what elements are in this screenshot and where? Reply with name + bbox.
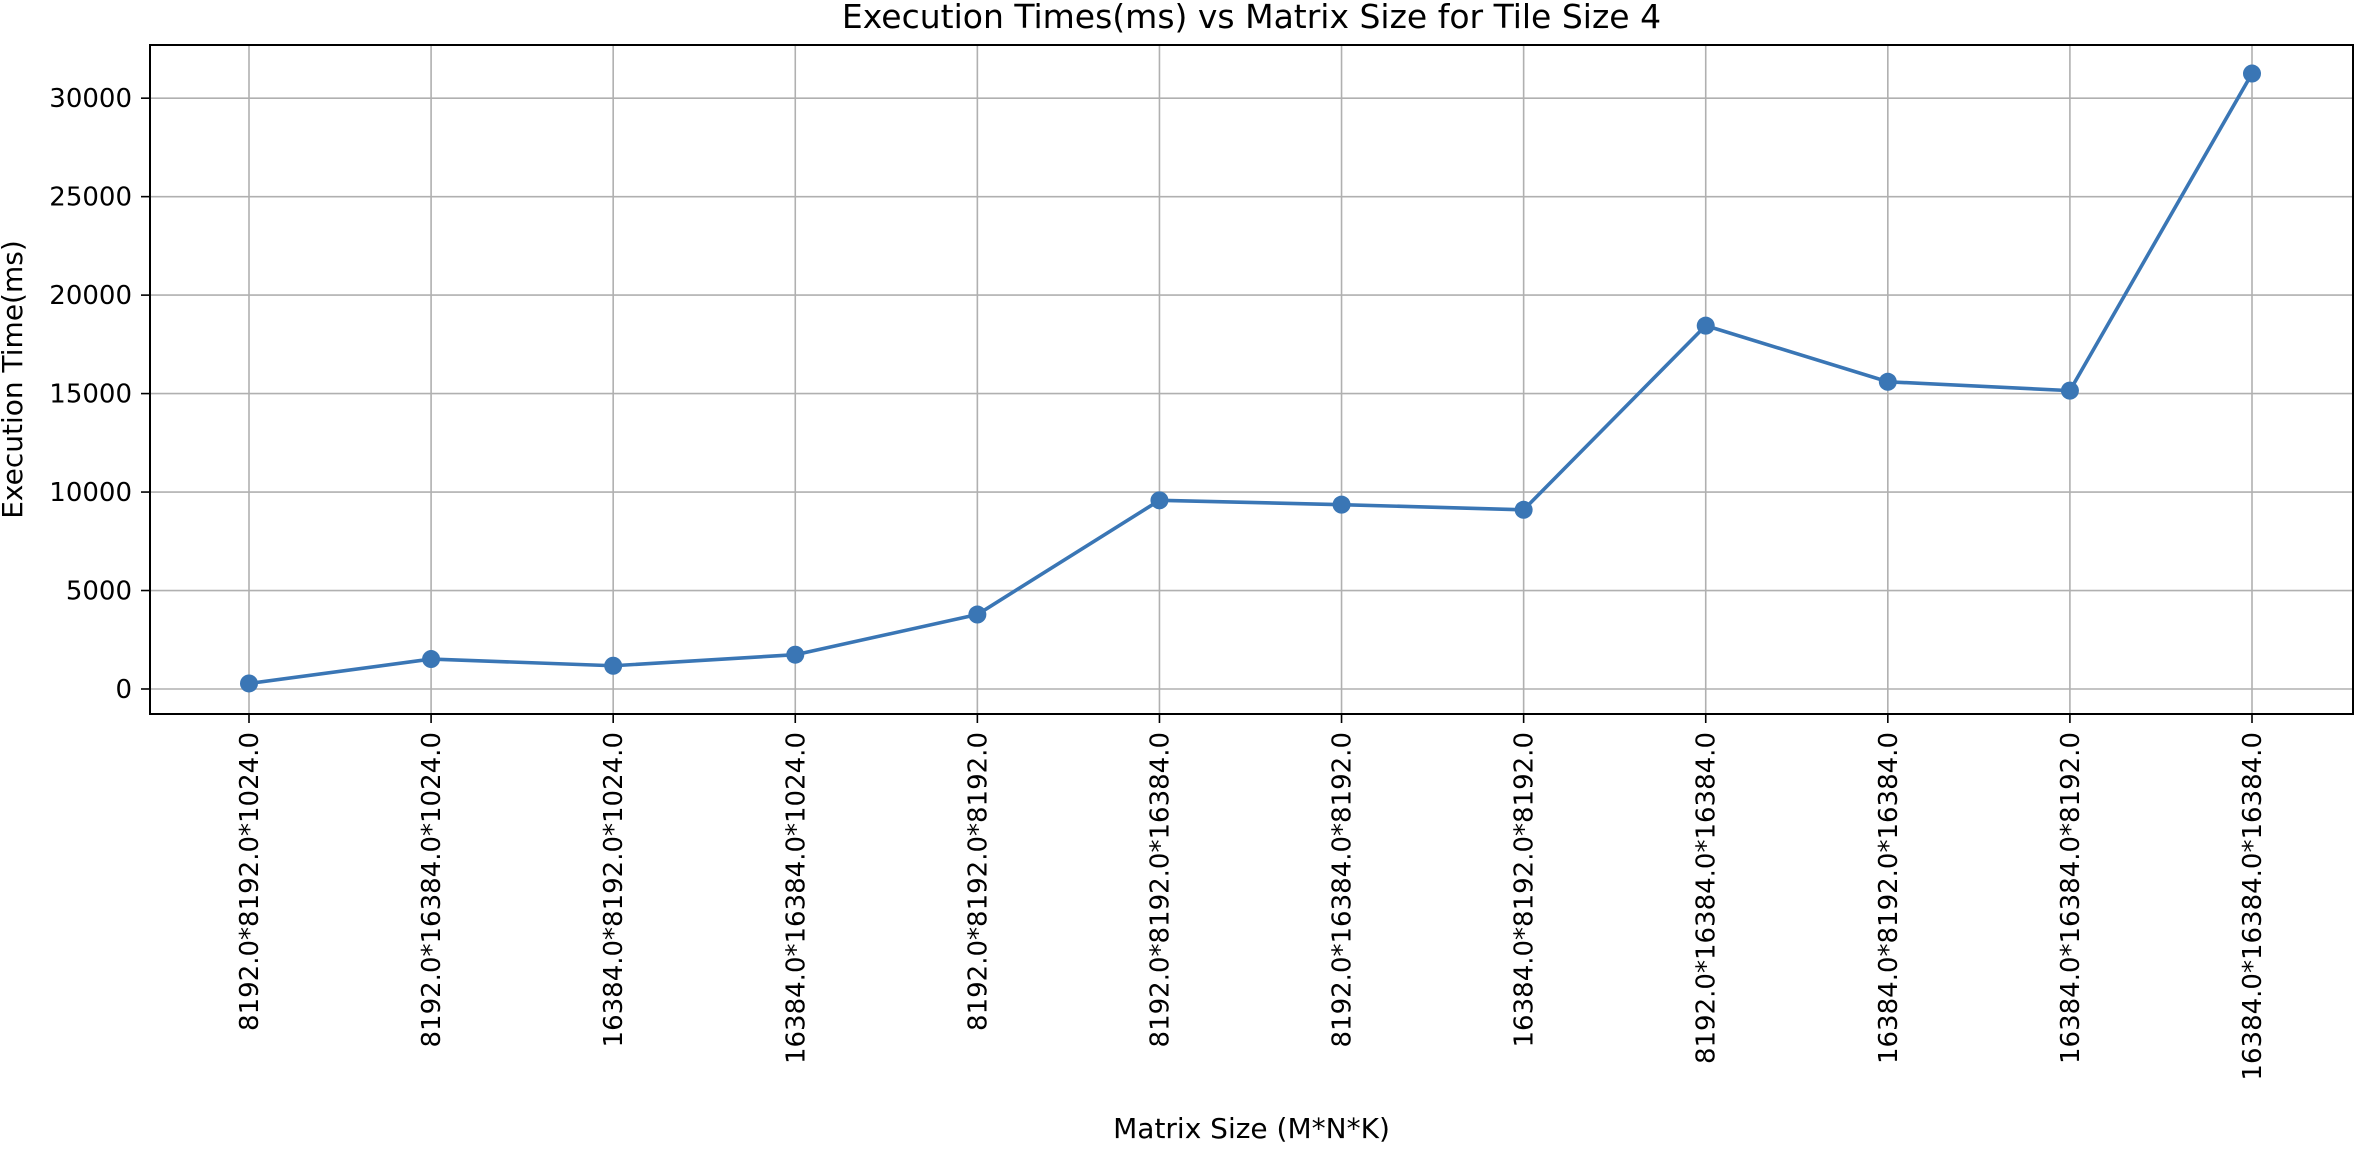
axis-ticks: 8192.0*8192.0*1024.0 8192.0*16384.0*1024.… <box>49 84 2268 1080</box>
x-tick-label: 16384.0*8192.0*8192.0 <box>1510 732 1540 1047</box>
y-tick-label: 15000 <box>49 380 132 410</box>
y-tick-label: 30000 <box>49 84 132 114</box>
x-tick-label: 16384.0*16384.0*1024.0 <box>781 732 811 1064</box>
data-point <box>2060 381 2079 400</box>
data-point <box>968 605 987 624</box>
data-point <box>786 645 805 664</box>
x-tick-label: 8192.0*8192.0*8192.0 <box>963 732 993 1031</box>
data-point <box>1878 372 1897 391</box>
x-axis-label: Matrix Size (M*N*K) <box>1113 1112 1390 1145</box>
x-tick-label: 16384.0*8192.0*16384.0 <box>1874 732 1904 1064</box>
data-point <box>604 656 623 675</box>
x-tick-label: 8192.0*16384.0*1024.0 <box>417 732 447 1047</box>
data-point <box>1514 500 1533 519</box>
y-axis-label: Execution Time(ms) <box>0 240 29 519</box>
data-point <box>422 650 441 669</box>
x-tick-label: 8192.0*16384.0*8192.0 <box>1328 732 1358 1047</box>
chart-title: Execution Times(ms) vs Matrix Size for T… <box>842 0 1661 36</box>
x-tick-label: 16384.0*16384.0*8192.0 <box>2056 732 2086 1064</box>
y-tick-label: 25000 <box>49 183 132 213</box>
data-point <box>1332 495 1351 514</box>
y-tick-label: 10000 <box>49 478 132 508</box>
grid-lines <box>150 45 2353 714</box>
data-point <box>240 674 258 693</box>
y-tick-label: 0 <box>115 675 132 705</box>
x-tick-label: 16384.0*8192.0*1024.0 <box>599 732 629 1047</box>
x-tick-label: 8192.0*8192.0*1024.0 <box>235 732 265 1031</box>
y-tick-label: 20000 <box>49 281 132 311</box>
x-tick-label: 16384.0*16384.0*16384.0 <box>2238 732 2268 1081</box>
x-tick-label: 8192.0*8192.0*16384.0 <box>1145 732 1175 1047</box>
x-tick-label: 8192.0*16384.0*16384.0 <box>1692 732 1722 1064</box>
data-point <box>1150 491 1169 510</box>
y-tick-label: 5000 <box>66 577 132 607</box>
data-point <box>1696 316 1715 335</box>
plot-frame <box>149 44 2354 715</box>
data-point <box>2243 64 2261 83</box>
series-line <box>248 72 2254 686</box>
series-layer <box>240 64 2261 693</box>
